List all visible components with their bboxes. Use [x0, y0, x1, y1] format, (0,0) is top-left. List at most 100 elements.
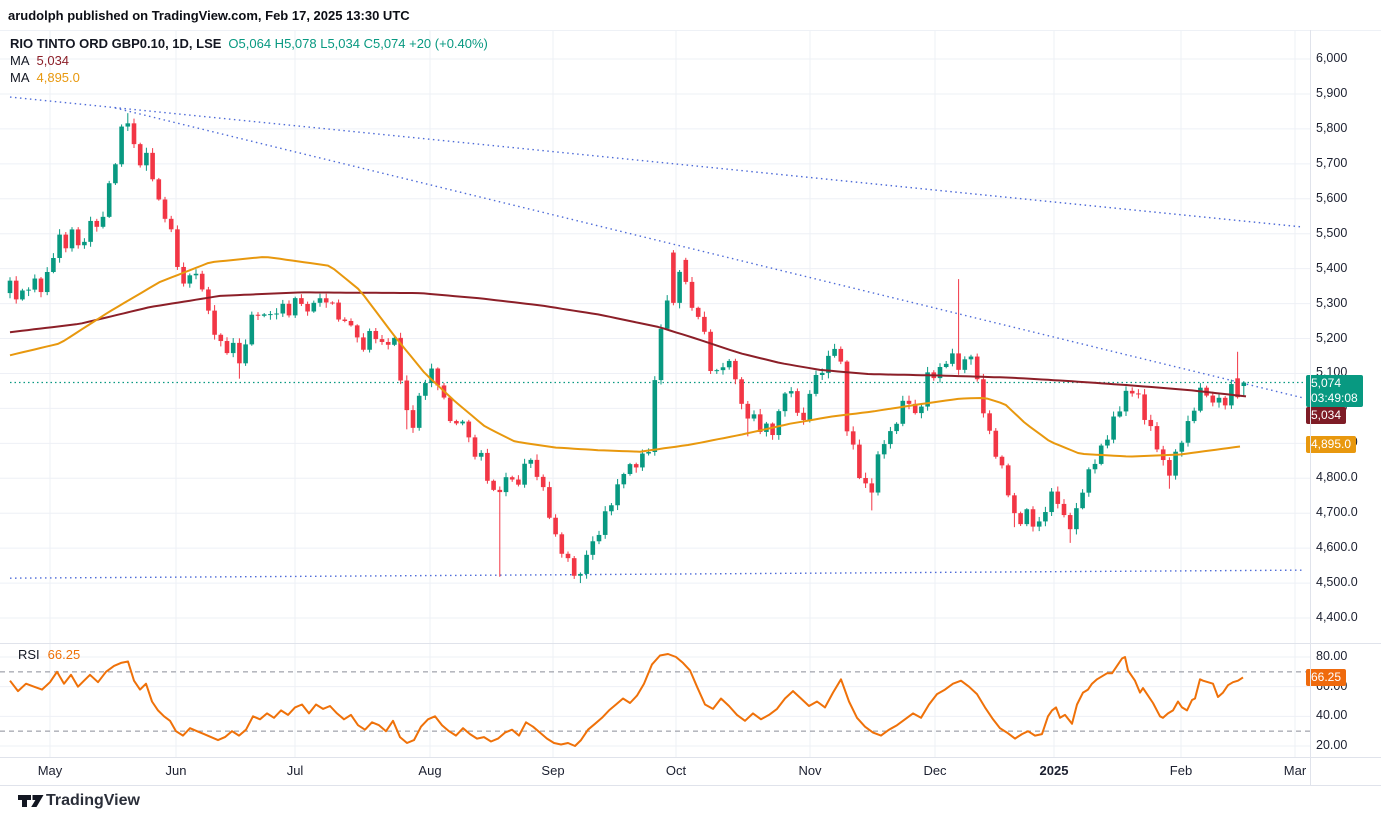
candle-body-up — [125, 123, 131, 127]
candle-body-down — [565, 553, 571, 559]
candle-body-up — [20, 290, 25, 300]
candle-body-down — [1136, 393, 1141, 395]
candle-body-up — [764, 423, 769, 432]
time-axis-label: Sep — [541, 763, 565, 778]
candle-body-up — [113, 164, 118, 184]
candle-body-up — [88, 220, 93, 242]
candle-body-up — [82, 241, 87, 246]
ma-slow-legend-row[interactable]: MA 5,034 — [10, 52, 488, 69]
candle-body-up — [1036, 521, 1042, 527]
pane-divider[interactable] — [0, 643, 1381, 644]
candle-body-down — [1154, 426, 1160, 450]
candle-body-up — [69, 229, 75, 249]
candle-body-up — [292, 298, 298, 316]
ma-fast-legend-row[interactable]: MA 4,895.0 — [10, 69, 488, 86]
candle-body-down — [1129, 390, 1135, 394]
candle-body-up — [144, 152, 149, 166]
candle-body-up — [937, 367, 943, 379]
price-axis-label: 5,800 — [1316, 120, 1348, 135]
candle-body-up — [664, 300, 670, 329]
ohlc-values: O5,064 H5,078 L5,034 C5,074 +20 (+0.40%) — [228, 36, 488, 51]
candle-body-down — [94, 220, 100, 227]
candle-body-down — [497, 489, 503, 493]
candle-body-up — [119, 126, 124, 165]
candle-body-down — [435, 368, 441, 386]
candle-body-up — [894, 423, 899, 432]
candle-body-up — [1173, 451, 1178, 476]
candle-body-up — [832, 348, 837, 356]
candle-body-up — [943, 363, 949, 368]
candle-body-up — [1198, 387, 1203, 411]
candle-body-down — [844, 361, 850, 432]
candle-body-up — [243, 344, 248, 364]
time-axis-label: May — [37, 763, 63, 778]
price-axis-label: 5,600 — [1316, 190, 1348, 205]
candle-body-up — [1117, 411, 1123, 417]
candle-body-up — [230, 342, 236, 354]
candle-body-up — [7, 280, 13, 294]
price-axis-label: 4,500.0 — [1316, 575, 1358, 590]
candle-body-up — [875, 454, 881, 493]
candle-body-up — [1080, 492, 1085, 509]
candle-body-up — [187, 275, 193, 284]
tradingview-brand-text[interactable]: TradingView — [46, 792, 140, 809]
tradingview-logo-icon[interactable] — [18, 793, 44, 809]
header-divider — [0, 30, 1381, 31]
candle-body-down — [857, 444, 862, 479]
price-axis-label: 5,500 — [1316, 225, 1348, 240]
ma-slow-line — [9, 291, 1247, 398]
price-axis-label: 4,700.0 — [1316, 505, 1358, 520]
publish-attribution: arudolph published on TradingView.com, F… — [8, 8, 410, 23]
candle-body-down — [869, 483, 875, 493]
lower-trendline — [114, 107, 1304, 399]
candle-body-down — [354, 325, 360, 338]
time-axis[interactable]: May Jun Jul Aug Sep Oct Nov Dec 2025 Feb Mar — [0, 757, 1310, 785]
candle-body-up — [584, 554, 589, 574]
rsi-badge: 66.25 — [1306, 669, 1347, 686]
candle-body-down — [63, 234, 69, 249]
candle-body-up — [1074, 508, 1079, 530]
candle-body-down — [547, 487, 552, 518]
candle-body-down — [323, 298, 329, 303]
candle-body-up — [1191, 410, 1197, 422]
candle-body-down — [385, 341, 391, 345]
candle-body-up — [416, 395, 422, 428]
symbol-title[interactable]: RIO TINTO ORD GBP0.10, 1D, LSE — [10, 36, 222, 51]
ma-slow-badge: 5,034 — [1306, 407, 1347, 424]
rsi-axis-label: 20.00 — [1316, 738, 1348, 752]
candle-body-up — [1111, 416, 1116, 440]
candle-body-up — [106, 183, 112, 217]
candle-body-down — [361, 337, 366, 350]
candle-body-up — [751, 414, 757, 419]
candle-body-down — [733, 360, 738, 380]
footer-bar: TradingView — [0, 786, 1381, 819]
candle-body-down — [342, 319, 348, 321]
candle-body-down — [981, 379, 986, 414]
candle-body-down — [75, 229, 81, 246]
candle-body-up — [503, 477, 509, 493]
candle-body-up — [1241, 382, 1247, 387]
bar-countdown: 03:49:08 — [1311, 391, 1358, 405]
price-scale-divider — [1310, 30, 1311, 785]
candle-body-up — [57, 234, 62, 258]
candle-body-down — [1012, 495, 1017, 514]
candle-body-up — [1216, 397, 1222, 403]
rsi-value: 66.25 — [47, 647, 81, 662]
candle-body-down — [1222, 397, 1228, 406]
candle-body-up — [813, 374, 819, 394]
support-line — [9, 569, 1304, 579]
candle-body-up — [646, 451, 651, 454]
candle-body-down — [571, 558, 577, 576]
rsi-legend-row[interactable]: RSI 66.25 — [18, 647, 80, 662]
price-axis-label: 4,400.0 — [1316, 610, 1358, 624]
candle-body-down — [330, 302, 335, 304]
candle-body-down — [993, 430, 999, 457]
last-price-badge: 5,074 03:49:08 — [1306, 375, 1363, 407]
candle-body-down — [1148, 419, 1154, 427]
candle-body-down — [695, 307, 701, 317]
candle-body-up — [26, 289, 31, 291]
candle-body-down — [1167, 460, 1172, 476]
candle-body-down — [757, 414, 763, 432]
candle-body-up — [261, 314, 267, 316]
